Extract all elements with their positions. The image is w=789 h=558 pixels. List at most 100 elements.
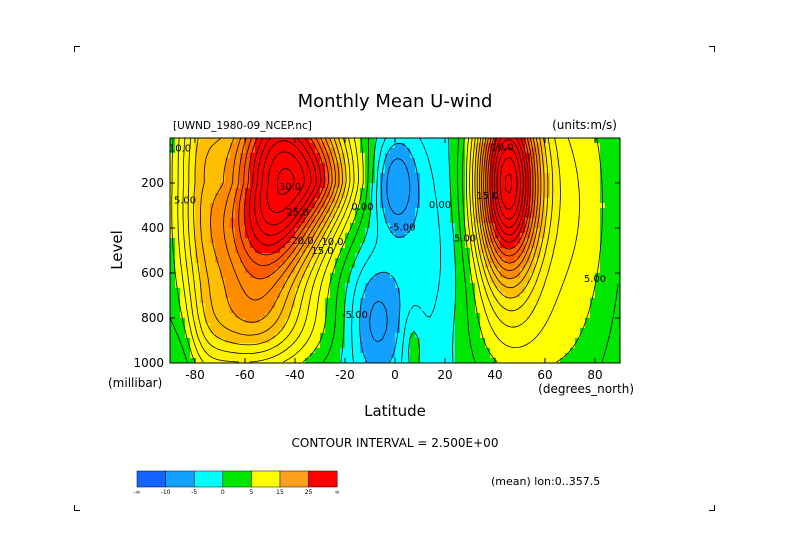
field-cell [380, 293, 386, 299]
contour-line [193, 137, 549, 346]
field-cell [455, 143, 461, 149]
field-cell [500, 138, 506, 144]
field-cell [485, 193, 491, 199]
field-cell [610, 158, 616, 164]
field-cell [190, 243, 196, 249]
field-cell [540, 293, 546, 299]
field-cell [360, 223, 366, 229]
field-cell [245, 208, 251, 214]
field-cell [370, 348, 376, 354]
field-cell [595, 178, 601, 184]
field-cell [300, 208, 306, 214]
colorbar-swatch [251, 470, 281, 488]
field-cell [320, 263, 326, 269]
field-cell [400, 193, 406, 199]
field-cell [565, 283, 571, 289]
field-cell [380, 218, 386, 224]
field-cell [440, 168, 446, 174]
field-cell [505, 283, 511, 289]
field-cell [525, 278, 531, 284]
field-cell [265, 233, 271, 239]
field-cell [200, 228, 206, 234]
field-cell [195, 158, 201, 164]
field-cell [570, 143, 576, 149]
field-cell [495, 348, 501, 354]
field-cell [330, 243, 336, 249]
field-cell [310, 268, 316, 274]
field-cell [565, 253, 571, 259]
field-cell [335, 278, 341, 284]
field-cell [235, 148, 241, 154]
field-cell [595, 338, 601, 344]
field-cell [240, 153, 246, 159]
field-cell [315, 353, 321, 359]
field-cell [460, 223, 466, 229]
field-cell [410, 288, 416, 294]
field-cell [235, 208, 241, 214]
field-cell [455, 258, 461, 264]
field-cell [230, 148, 236, 154]
field-cell [575, 273, 581, 279]
field-cell [505, 258, 511, 264]
field-cell [215, 153, 221, 159]
field-cell [510, 333, 516, 339]
field-cell [355, 173, 361, 179]
field-cell [450, 248, 456, 254]
field-cell [375, 193, 381, 199]
field-cell [570, 213, 576, 219]
field-cell [205, 308, 211, 314]
field-cell [295, 278, 301, 284]
field-cell [380, 173, 386, 179]
field-cell [210, 138, 216, 144]
field-cell [445, 323, 451, 329]
field-cell [440, 178, 446, 184]
field-cell [220, 338, 226, 344]
field-cell [440, 338, 446, 344]
field-cell [435, 213, 441, 219]
field-cell [175, 178, 181, 184]
field-cell [230, 278, 236, 284]
field-cell [570, 278, 576, 284]
field-cell [560, 273, 566, 279]
field-cell [195, 208, 201, 214]
field-cell [300, 188, 306, 194]
field-cell [320, 293, 326, 299]
field-cell [200, 268, 206, 274]
field-cell [525, 328, 531, 334]
field-cell [575, 318, 581, 324]
field-cell [375, 298, 381, 304]
field-cell [600, 158, 606, 164]
field-cell [290, 278, 296, 284]
field-cell [585, 308, 591, 314]
field-cell [175, 293, 181, 299]
field-cell [380, 208, 386, 214]
field-cell [595, 158, 601, 164]
field-cell [560, 158, 566, 164]
field-cell [530, 163, 536, 169]
field-cell [530, 313, 536, 319]
field-cell [330, 308, 336, 314]
field-cell [615, 213, 621, 219]
field-cell [455, 313, 461, 319]
field-cell [405, 218, 411, 224]
contour-line [187, 137, 554, 354]
field-cell [570, 208, 576, 214]
field-cell [595, 188, 601, 194]
field-cell [270, 253, 276, 259]
field-cell [470, 238, 476, 244]
field-cell [315, 203, 321, 209]
field-cell [195, 148, 201, 154]
field-cell [295, 233, 301, 239]
field-cell [405, 288, 411, 294]
field-cell [505, 148, 511, 154]
field-cell [595, 253, 601, 259]
field-cell [305, 208, 311, 214]
field-cell [485, 258, 491, 264]
field-cell [240, 328, 246, 334]
field-cell [490, 228, 496, 234]
field-cell [225, 178, 231, 184]
field-cell [390, 328, 396, 334]
field-cell [280, 218, 286, 224]
field-cell [570, 328, 576, 334]
field-cell [320, 183, 326, 189]
